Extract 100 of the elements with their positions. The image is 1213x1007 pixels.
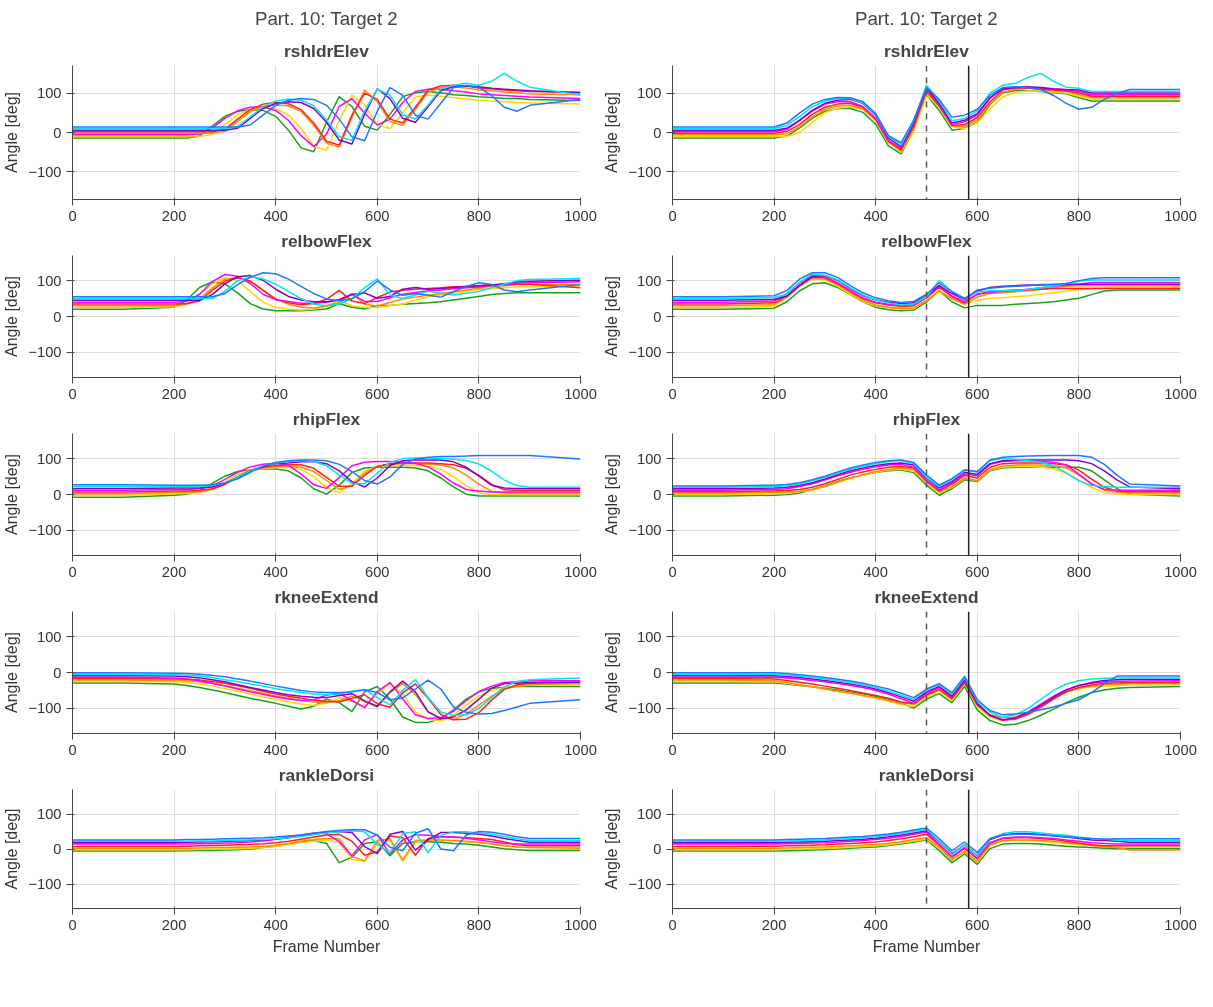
y-tick-label: −100 bbox=[628, 876, 662, 892]
y-tick-label: −100 bbox=[628, 344, 662, 361]
y-axis-title: Angle [deg] bbox=[3, 92, 21, 173]
x-tick-label: 400 bbox=[263, 741, 288, 758]
x-tick-label: 0 bbox=[668, 563, 677, 580]
y-tick-label: 100 bbox=[37, 806, 62, 822]
x-tick-label: 800 bbox=[1066, 563, 1092, 580]
y-tick-label: 0 bbox=[653, 664, 662, 681]
x-tick-label: 600 bbox=[965, 916, 990, 933]
x-tick-label: 400 bbox=[863, 385, 888, 402]
x-tick-label: 1000 bbox=[1164, 563, 1197, 580]
y-tick-label: 0 bbox=[53, 124, 62, 141]
y-tick-label: −100 bbox=[28, 700, 62, 717]
x-tick-label: 1000 bbox=[564, 916, 597, 933]
y-tick-label: 100 bbox=[637, 628, 662, 645]
chart-title: rhipFlex bbox=[892, 408, 961, 429]
x-tick-label: 0 bbox=[68, 563, 77, 580]
x-tick-label: 800 bbox=[1066, 741, 1092, 758]
y-axis-title: Angle [deg] bbox=[3, 808, 21, 890]
y-tick-label: 100 bbox=[637, 450, 662, 467]
x-tick-label: 1000 bbox=[1164, 916, 1197, 933]
y-tick-label: 100 bbox=[637, 85, 662, 102]
x-tick-label: 0 bbox=[668, 916, 677, 933]
x-tick-label: 600 bbox=[365, 741, 390, 758]
chart-title: Part. 10: Target 2 bbox=[254, 7, 398, 29]
x-tick-label: 400 bbox=[263, 207, 288, 224]
y-tick-label: 0 bbox=[653, 486, 662, 503]
x-tick-label: 800 bbox=[466, 916, 492, 933]
x-tick-label: 0 bbox=[68, 385, 77, 402]
x-tick-label: 0 bbox=[668, 741, 677, 758]
y-tick-label: −100 bbox=[628, 700, 662, 717]
x-tick-label: 600 bbox=[365, 916, 390, 933]
y-tick-label: −100 bbox=[28, 163, 62, 180]
x-tick-label: 1000 bbox=[564, 207, 597, 224]
x-tick-label: 0 bbox=[68, 207, 77, 224]
x-tick-label: 200 bbox=[161, 385, 187, 402]
x-tick-label: 1000 bbox=[1164, 385, 1197, 402]
y-axis-title: Angle [deg] bbox=[603, 92, 621, 173]
y-tick-label: 100 bbox=[37, 450, 62, 467]
x-tick-label: 600 bbox=[965, 563, 990, 580]
chart-title: relbowFlex bbox=[881, 230, 973, 251]
x-tick-label: 800 bbox=[466, 741, 492, 758]
y-tick-label: −100 bbox=[28, 522, 62, 539]
y-tick-label: 0 bbox=[53, 486, 62, 503]
y-tick-label: −100 bbox=[28, 876, 62, 892]
x-tick-label: 800 bbox=[466, 563, 492, 580]
x-tick-label: 800 bbox=[466, 207, 492, 224]
y-axis-title: Angle [deg] bbox=[603, 808, 621, 890]
x-tick-label: 400 bbox=[863, 741, 888, 758]
y-axis-title: Angle [deg] bbox=[3, 632, 21, 713]
x-tick-label: 600 bbox=[365, 207, 390, 224]
y-tick-label: 0 bbox=[53, 664, 62, 681]
x-tick-label: 200 bbox=[161, 563, 187, 580]
y-tick-label: 100 bbox=[37, 85, 62, 102]
y-axis-title: Angle [deg] bbox=[603, 454, 621, 535]
y-tick-label: 0 bbox=[53, 841, 62, 857]
x-tick-label: 400 bbox=[863, 207, 888, 224]
x-tick-label: 200 bbox=[761, 916, 787, 933]
chart-title: rankleDorsi bbox=[278, 764, 375, 785]
y-tick-label: −100 bbox=[628, 163, 662, 180]
y-tick-label: 0 bbox=[653, 841, 662, 857]
x-tick-label: 400 bbox=[263, 563, 288, 580]
chart-title: relbowFlex bbox=[281, 230, 373, 251]
y-tick-label: 100 bbox=[637, 806, 662, 822]
chart-title: Part. 10: Target 2 bbox=[854, 7, 998, 29]
x-tick-label: 200 bbox=[161, 207, 187, 224]
y-axis-title: Angle [deg] bbox=[603, 276, 621, 357]
y-tick-label: −100 bbox=[628, 522, 662, 539]
x-tick-label: 1000 bbox=[1164, 207, 1197, 224]
y-tick-label: 100 bbox=[37, 628, 62, 645]
x-tick-label: 800 bbox=[1066, 916, 1092, 933]
x-tick-label: 200 bbox=[761, 207, 787, 224]
x-tick-label: 1000 bbox=[564, 385, 597, 402]
x-tick-label: 1000 bbox=[1164, 741, 1197, 758]
x-tick-label: 800 bbox=[1066, 385, 1092, 402]
chart-title: rankleDorsi bbox=[878, 764, 975, 785]
x-tick-label: 600 bbox=[365, 385, 390, 402]
y-axis-title: Angle [deg] bbox=[3, 454, 21, 535]
y-axis-title: Angle [deg] bbox=[603, 632, 621, 713]
chart-title: rkneeExtend bbox=[274, 586, 379, 607]
x-tick-label: 800 bbox=[1066, 207, 1092, 224]
chart-subtitle: rshldrElev bbox=[284, 40, 370, 61]
y-tick-label: 0 bbox=[653, 124, 662, 141]
x-tick-label: 0 bbox=[668, 207, 677, 224]
x-tick-label: 400 bbox=[863, 916, 888, 933]
x-tick-label: 1000 bbox=[564, 563, 597, 580]
x-axis-title: Frame Number bbox=[272, 937, 381, 955]
x-tick-label: 0 bbox=[68, 916, 77, 933]
y-axis-title: Angle [deg] bbox=[3, 276, 21, 357]
y-tick-label: −100 bbox=[28, 344, 62, 361]
x-tick-label: 800 bbox=[466, 385, 492, 402]
x-tick-label: 200 bbox=[761, 741, 787, 758]
x-tick-label: 200 bbox=[761, 385, 787, 402]
x-tick-label: 600 bbox=[965, 385, 990, 402]
x-tick-label: 200 bbox=[761, 563, 787, 580]
x-axis-title: Frame Number bbox=[872, 937, 981, 955]
chart-title: rhipFlex bbox=[292, 408, 361, 429]
x-tick-label: 1000 bbox=[564, 741, 597, 758]
chart-title: rkneeExtend bbox=[874, 586, 979, 607]
y-tick-label: 100 bbox=[37, 272, 62, 289]
